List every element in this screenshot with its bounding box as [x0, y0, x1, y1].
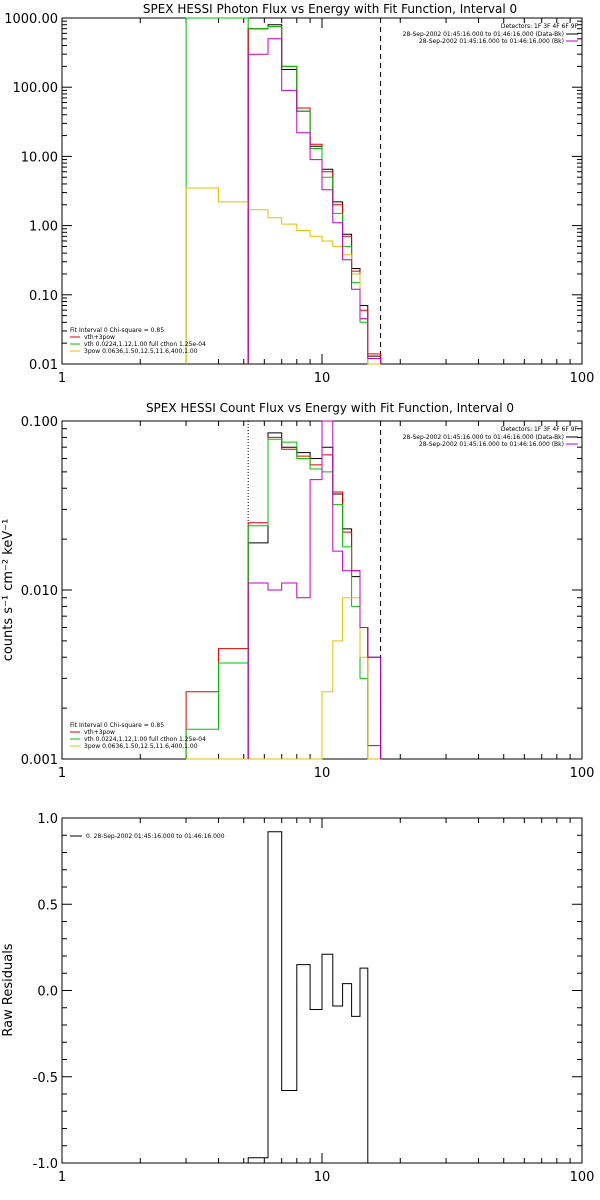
series-vth: [185, 17, 381, 365]
legend-entry: 3pow 0.0636,1.50,12.5,11.6,400,1.00: [84, 348, 198, 355]
y-tick-label: 1.0: [37, 812, 58, 827]
x-tick-label: 1: [58, 766, 66, 781]
series-vth: [185, 438, 381, 760]
y-tick-label: 0.5: [37, 898, 58, 913]
series-3pow: [186, 597, 381, 760]
x-tick-label: 1: [58, 371, 66, 386]
y-tick-label: 0.010: [21, 584, 58, 599]
legend-entry: vth 0.0224,1.12,1.00 full cthon 1.25e-04: [84, 341, 206, 348]
legend-entry: vth+3pow: [84, 729, 115, 736]
legend-header: Fit Interval 0 Chi-square = 0.85: [70, 722, 164, 729]
x-tick-label: 100: [570, 766, 595, 781]
y-tick-label: -0.5: [33, 1071, 58, 1086]
y-tick-label: 10.00: [21, 150, 58, 165]
legend-header: Detectors: 1F 3F 4F 6F 9F: [501, 426, 579, 433]
y-tick-label: 100.00: [13, 81, 59, 96]
series-bk: [247, 38, 382, 364]
panel2-ylabel: counts s⁻¹ cm⁻² keV⁻¹: [1, 519, 16, 662]
plot-frame: [61, 17, 583, 365]
x-tick-label: 10: [314, 371, 331, 386]
legend-entry: 28-Sep-2002 01:45:16.000 to 01:46:16.000…: [403, 434, 564, 441]
legend-entry: 3pow 0.0636,1.50,12.5,11.6,400,1.00: [84, 743, 198, 750]
legend-header: Detectors: 1F 3F 4F 6F 9F: [501, 23, 579, 30]
legend-header: Fit Interval 0 Chi-square = 0.85: [70, 327, 164, 334]
legend-entry: 28-Sep-2002 01:45:16.000 to 01:46:16.000…: [419, 38, 564, 45]
series-bk: [247, 420, 382, 759]
y-tick-label: 1000.00: [4, 12, 58, 27]
legend-entry: vth 0.0224,1.12,1.00 full cthon 1.25e-04: [84, 736, 206, 743]
y-tick-label: 0.001: [21, 753, 58, 768]
legend-entry: 28-Sep-2002 01:45:16.000 to 01:46:16.000…: [419, 441, 564, 448]
x-tick-label: 100: [570, 1170, 595, 1185]
photon-flux-panel: SPEX HESSI Photon Flux vs Energy with Fi…: [4, 2, 594, 386]
y-tick-label: 0.100: [21, 415, 58, 430]
x-tick-label: 10: [314, 1170, 331, 1185]
series-residuals: [247, 831, 381, 1164]
y-tick-label: 0.0: [37, 985, 58, 1000]
y-tick-label: 0.01: [29, 358, 58, 373]
legend-entry: vth+3pow: [84, 334, 115, 341]
x-tick-label: 100: [570, 371, 595, 386]
y-tick-label: -1.0: [33, 1157, 58, 1172]
legend-entry: 0. 28-Sep-2002 01:45:16.000 to 01:46:16.…: [86, 833, 225, 840]
count-flux-panel: SPEX HESSI Count Flux vs Energy with Fit…: [1, 401, 594, 781]
legend-entry: 28-Sep-2002 01:45:16.000 to 01:46:16.000…: [403, 31, 564, 38]
series-vth+3pow: [247, 26, 382, 364]
panel3-ylabel: Raw Residuals: [1, 943, 16, 1036]
panel2-title: SPEX HESSI Count Flux vs Energy with Fit…: [146, 401, 514, 415]
residuals-panel: Raw Residuals 1 10 100 -1.0 -0.5 0.0 0.5 1.0 0. …: [1, 812, 594, 1185]
y-tick-label: 1.00: [29, 220, 58, 235]
x-tick-label: 10: [314, 766, 331, 781]
series-data-bk: [247, 24, 382, 364]
x-tick-label: 1: [58, 1170, 66, 1185]
panel1-title: SPEX HESSI Photon Flux vs Energy with Fi…: [143, 2, 517, 16]
y-tick-label: 0.10: [29, 289, 58, 304]
